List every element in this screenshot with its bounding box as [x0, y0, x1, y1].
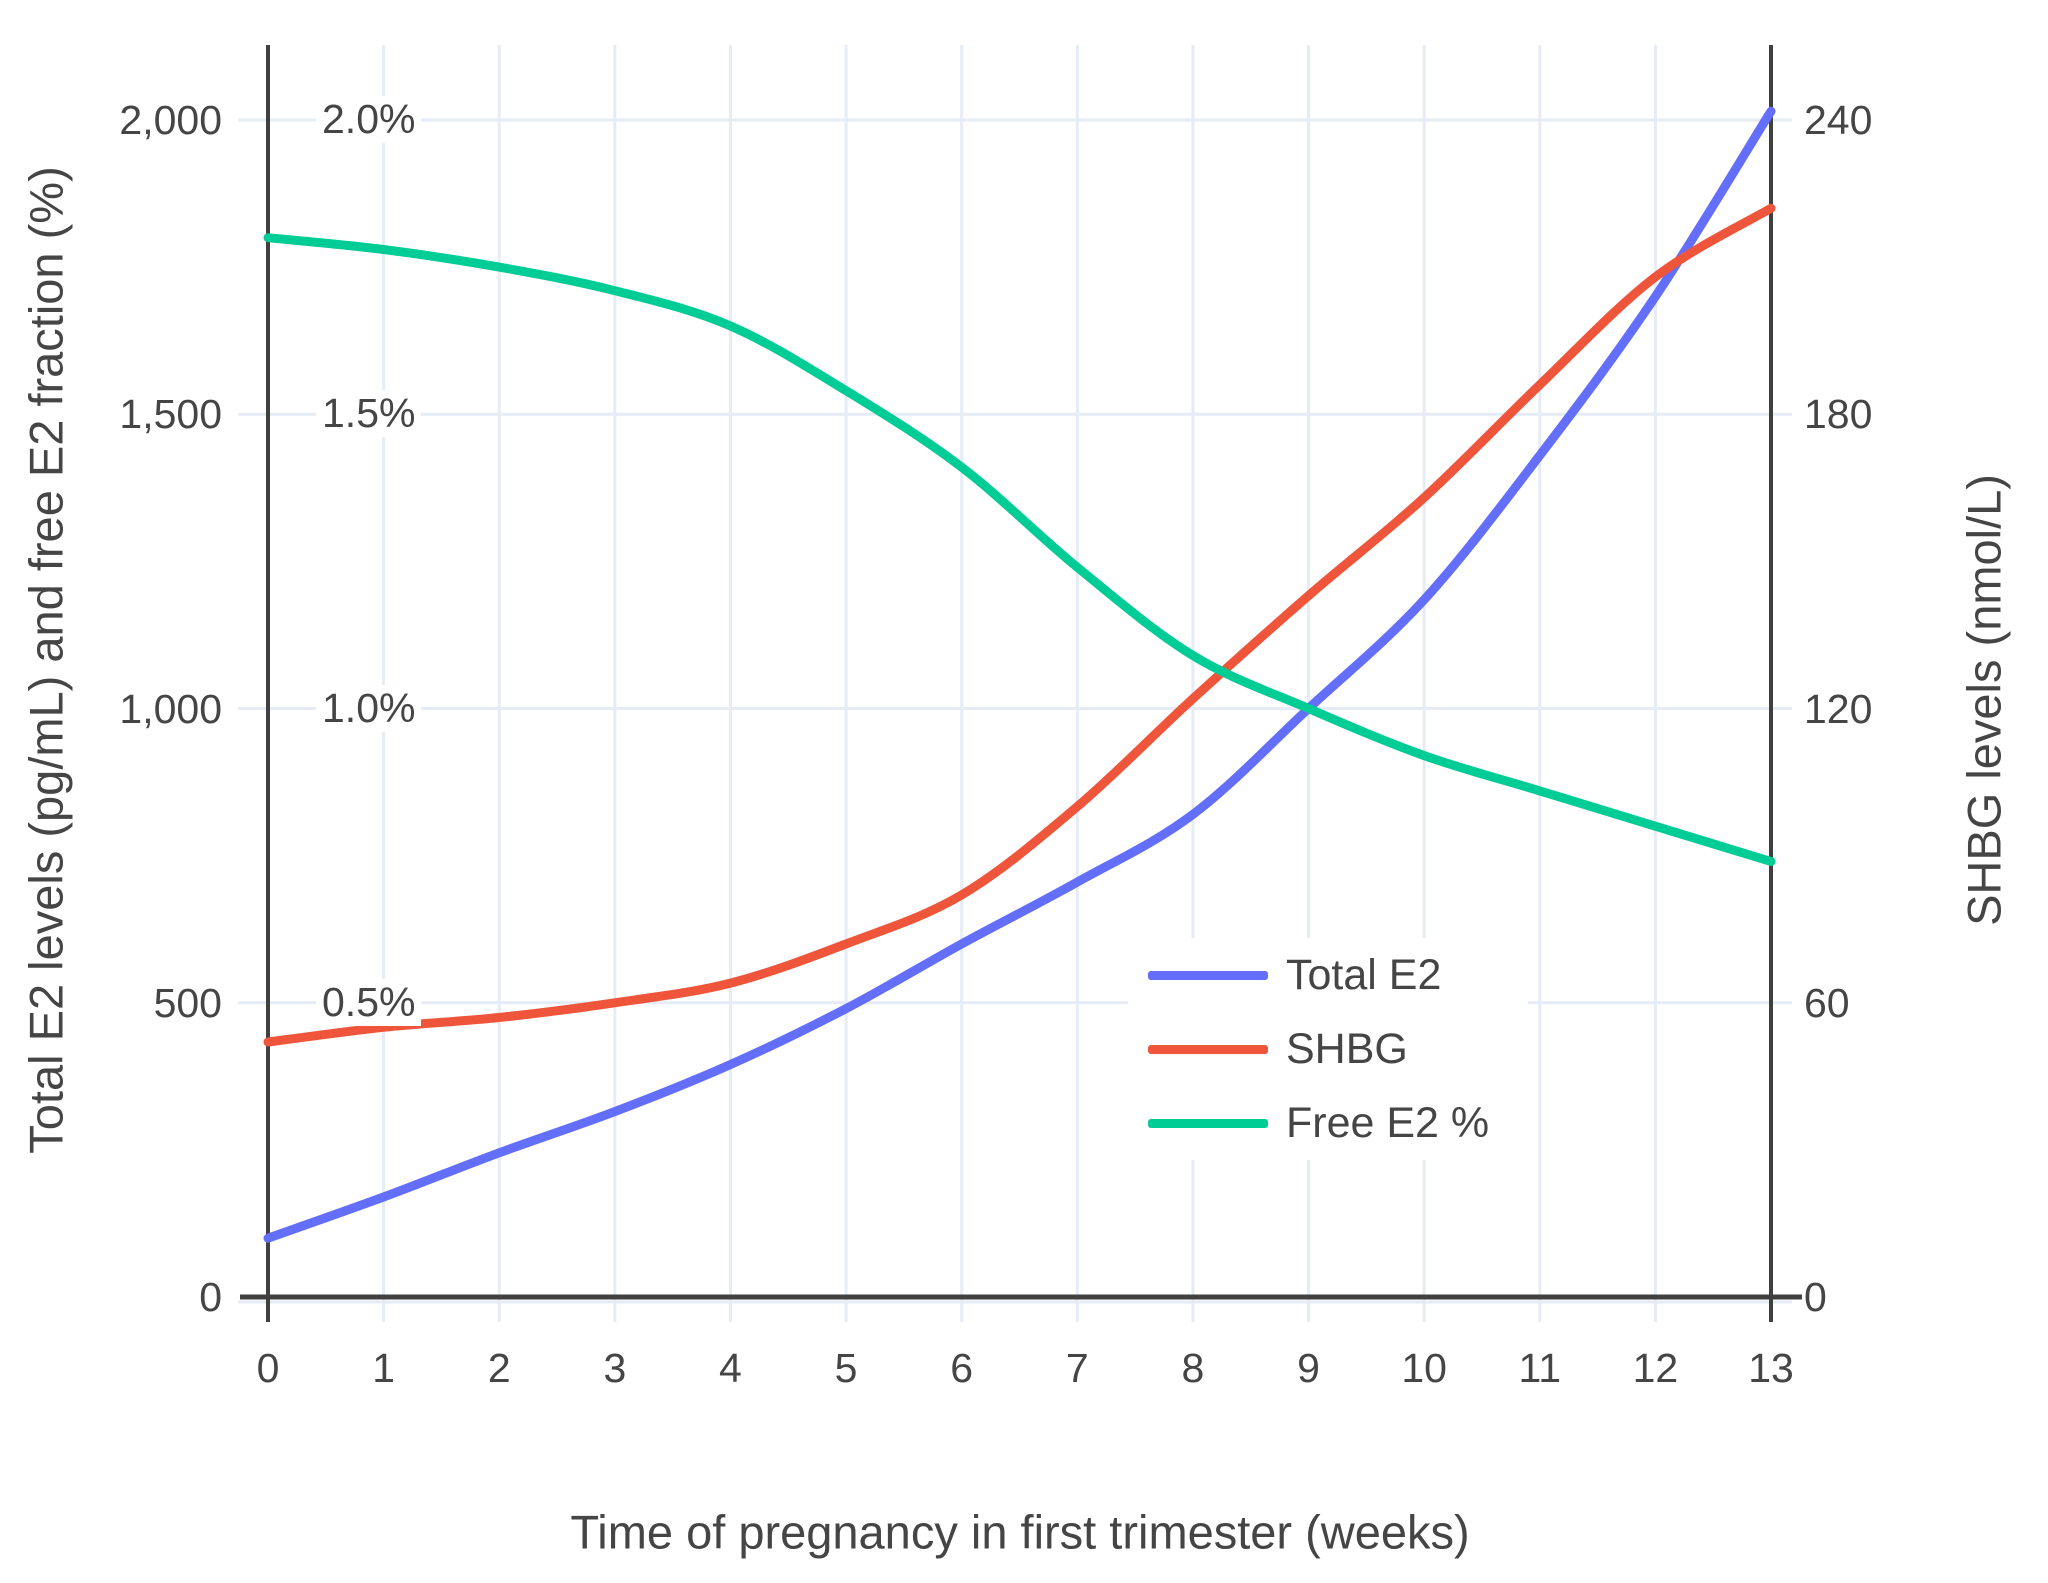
legend-item-free-e2-[interactable]: Free E2 %: [1128, 1086, 1528, 1160]
x-tick-0: 0: [256, 1345, 280, 1391]
x-axis-title: Time of pregnancy in first trimester (we…: [570, 1505, 1470, 1559]
y-axis-left-title: Total E2 levels (pg/mL) and free E2 frac…: [19, 166, 73, 1154]
x-tick-7: 7: [1065, 1345, 1089, 1391]
y-axis-right-title: SHBG levels (nmol/L): [1957, 474, 2011, 926]
y-right-tick-120: 120: [1804, 685, 1873, 732]
percent-annotation-2.0%: 2.0%: [316, 96, 422, 143]
x-tick-2: 2: [487, 1345, 511, 1391]
x-tick-11: 11: [1518, 1345, 1562, 1391]
x-tick-13: 13: [1748, 1345, 1794, 1391]
y-left-tick-0: 0: [199, 1274, 222, 1320]
legend-swatch-icon: [1148, 970, 1268, 980]
series-line-shbg[interactable]: [263, 203, 1776, 1047]
legend-label: Total E2: [1286, 950, 1442, 999]
legend-item-shbg[interactable]: SHBG: [1128, 1012, 1528, 1086]
legend-label: SHBG: [1286, 1024, 1408, 1073]
y-right-tick-0: 0: [1804, 1274, 1827, 1320]
x-tick-8: 8: [1181, 1345, 1205, 1391]
percent-annotation-1.0%: 1.0%: [316, 684, 422, 732]
y-left-tick-1,000: 1,000: [119, 685, 222, 732]
x-tick-3: 3: [603, 1345, 627, 1391]
percent-annotation-1.5%: 1.5%: [316, 390, 422, 438]
x-tick-6: 6: [950, 1345, 974, 1391]
legend-label: Free E2 %: [1286, 1098, 1490, 1147]
x-tick-5: 5: [834, 1345, 858, 1391]
y-left-tick-2,000: 2,000: [119, 97, 222, 143]
series-line-total-e2[interactable]: [263, 106, 1776, 1243]
x-tick-9: 9: [1297, 1345, 1320, 1391]
legend-swatch-icon: [1148, 1118, 1268, 1128]
x-tick-10: 10: [1401, 1345, 1447, 1391]
x-tick-4: 4: [719, 1345, 742, 1391]
y-left-tick-500: 500: [153, 979, 222, 1026]
percent-annotation-0.5%: 0.5%: [316, 978, 422, 1026]
legend-swatch-icon: [1148, 1044, 1268, 1054]
series-line-free-e2-[interactable]: [263, 233, 1776, 866]
legend-item-total-e2[interactable]: Total E2: [1128, 938, 1528, 1012]
y-right-tick-240: 240: [1804, 97, 1873, 143]
y-left-tick-1,500: 1,500: [119, 391, 222, 438]
y-right-tick-180: 180: [1804, 391, 1873, 438]
legend: Total E2 SHBG Free E2 %: [1128, 938, 1528, 1160]
x-tick-12: 12: [1632, 1345, 1679, 1391]
x-tick-1: 1: [372, 1345, 396, 1391]
y-right-tick-60: 60: [1804, 979, 1850, 1026]
